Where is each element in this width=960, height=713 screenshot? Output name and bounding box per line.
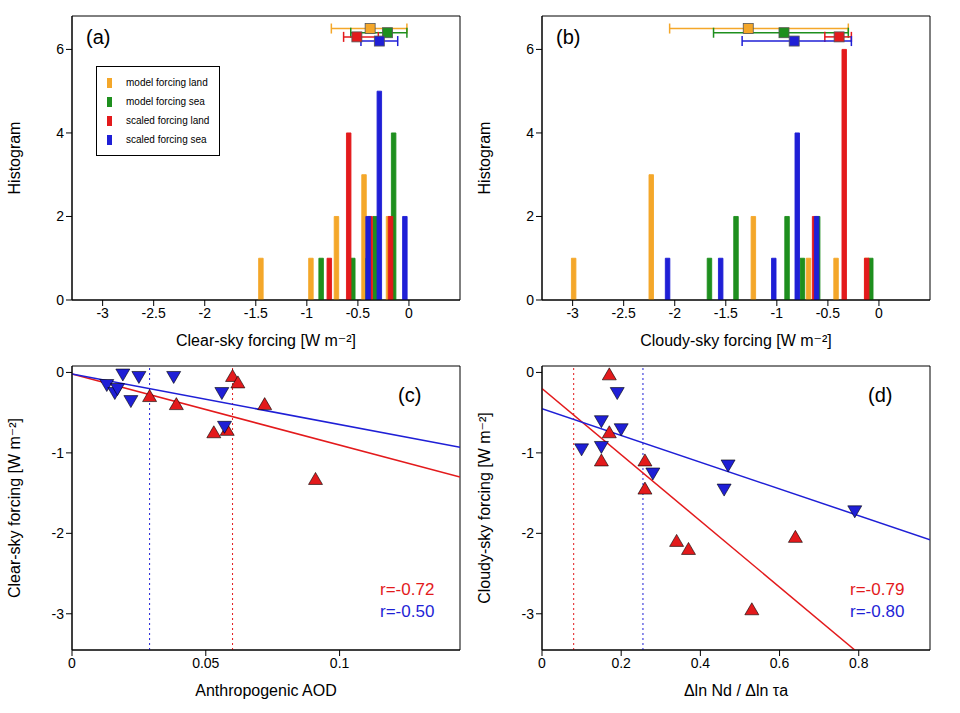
svg-text:2: 2 [56,208,64,224]
svg-text:-2: -2 [199,305,212,321]
svg-text:-1: -1 [522,445,535,461]
svg-text:Clear-sky forcing [W m⁻²]: Clear-sky forcing [W m⁻²] [8,418,23,598]
html-text:scaled forcing sea: scaled forcing sea [126,134,207,145]
svg-text:-2.5: -2.5 [612,305,636,321]
svg-text:0.05: 0.05 [192,655,219,671]
svg-text:-0.5: -0.5 [816,305,840,321]
html-text:model forcing land: model forcing land [126,77,208,88]
svg-text:-2: -2 [522,525,535,541]
svg-text:0: 0 [526,364,534,380]
svg-text:-2: -2 [669,305,682,321]
svg-text:0: 0 [56,364,64,380]
svg-text:0.2: 0.2 [611,655,631,671]
svg-text:0.1: 0.1 [330,655,350,671]
svg-text:-2.5: -2.5 [142,305,166,321]
html-text:(a): (a) [86,26,111,48]
svg-text:0: 0 [405,305,413,321]
svg-text:-1: -1 [52,445,65,461]
svg-text:0.4: 0.4 [691,655,711,671]
svg-text:6: 6 [56,41,64,57]
svg-text:Clear-sky forcing [W m⁻²]: Clear-sky forcing [W m⁻²] [176,332,356,349]
svg-text:0: 0 [68,655,76,671]
html-text:(b): (b) [556,26,581,48]
html-text:r=-0.72: r=-0.72 [380,580,435,599]
svg-text:Δln Nd / Δln τa: Δln Nd / Δln τa [684,682,788,699]
html-text:r=-0.50: r=-0.50 [380,602,435,621]
html-text:r=-0.79: r=-0.79 [850,580,905,599]
svg-text:6: 6 [526,41,534,57]
svg-text:-1: -1 [771,305,784,321]
svg-text:0.8: 0.8 [849,655,869,671]
svg-text:4: 4 [56,125,64,141]
svg-text:Anthropogenic AOD: Anthropogenic AOD [195,682,336,699]
html-text:r=-0.80: r=-0.80 [850,602,905,621]
svg-text:-2: -2 [52,525,65,541]
svg-text:0: 0 [538,655,546,671]
svg-text:0: 0 [875,305,883,321]
svg-text:0.6: 0.6 [770,655,790,671]
svg-text:-1.5: -1.5 [714,305,738,321]
svg-text:4: 4 [526,125,534,141]
svg-text:-1.5: -1.5 [244,305,268,321]
html-text:(c): (c) [398,384,422,406]
svg-text:-3: -3 [52,606,65,622]
svg-text:Cloudy-sky forcing [W m⁻²]: Cloudy-sky forcing [W m⁻²] [476,412,493,604]
html-text:(d): (d) [868,384,893,406]
svg-text:0: 0 [56,292,64,308]
html-text:model forcing sea: model forcing sea [126,96,205,107]
svg-text:-3: -3 [566,305,579,321]
svg-text:2: 2 [526,208,534,224]
html-text:scaled forcing land: scaled forcing land [126,115,210,126]
svg-text:-3: -3 [522,606,535,622]
svg-text:-0.5: -0.5 [346,305,370,321]
svg-text:Cloudy-sky forcing [W m⁻²]: Cloudy-sky forcing [W m⁻²] [640,332,832,349]
svg-text:0: 0 [526,292,534,308]
svg-text:Histogram: Histogram [8,122,23,195]
svg-text:-3: -3 [96,305,109,321]
svg-text:-1: -1 [301,305,314,321]
svg-text:Histogram: Histogram [476,122,493,195]
